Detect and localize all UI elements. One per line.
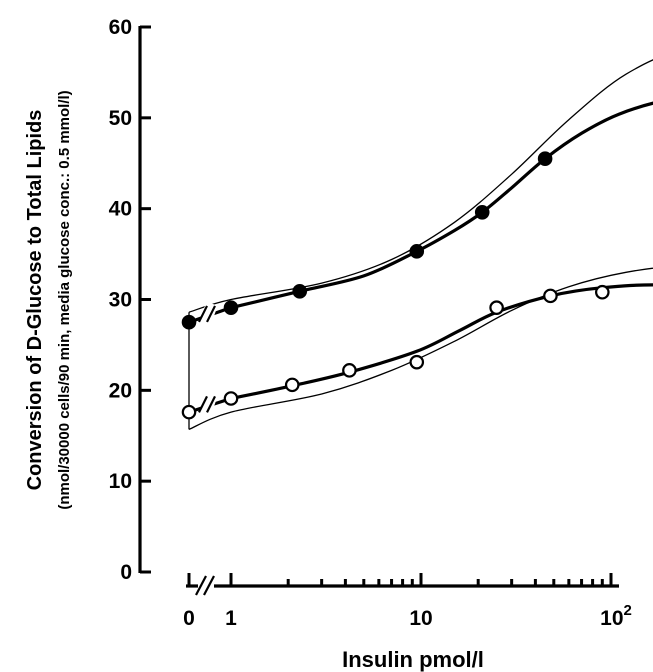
y-tick-label: 0 [120,561,132,584]
axis-labels: Insulin pmol/l Conversion of D-Glucose t… [24,90,484,672]
data-point-open [342,363,357,378]
x-tick-label: 0 [183,607,195,630]
y-tick-label: 60 [109,16,132,39]
x-axis-title: Insulin pmol/l [342,647,484,672]
y-tick-label: 50 [109,107,132,130]
data-point-open [284,377,300,393]
fit-curve [229,283,653,401]
y-tick-label: 10 [109,470,132,493]
band-upper-edge [188,59,653,313]
curve-break-mark [206,395,216,413]
x-axis-break-mark [203,575,215,596]
data-point-open [595,284,610,300]
confidence-band [188,59,653,431]
y-tick-label: 40 [109,198,132,221]
x-axis-break-mark [195,575,207,596]
x-tick-label: 102 [600,602,632,630]
data-point-filled [474,205,490,220]
curve-break-mark [198,305,208,323]
curve-break-mark [198,395,208,413]
y-axis-subtitle: (nmol/30000 cells/90 min, media glucose … [56,90,73,509]
y-tick-label: 30 [109,289,132,312]
axes: 01020304050600110102103 [109,16,632,630]
data-point-filled [292,284,308,299]
data-point-open [181,404,197,420]
data-point-open [543,288,558,304]
curve-break-mark [206,305,216,323]
fit-curve [229,101,653,310]
data-point-filled [409,244,425,259]
band-lower-edge [188,267,653,431]
data-point-filled [181,314,197,330]
data-point-open [223,391,239,406]
fit-curves [187,101,653,417]
data-point-open [409,354,425,370]
y-axis-title: Conversion of D-Glucose to Total Lipids [24,110,46,491]
data-point-filled [223,300,239,315]
data-point-filled [537,151,553,167]
data-point-open [489,300,504,315]
y-tick-label: 20 [109,379,132,402]
data-points [181,151,610,420]
x-tick-label: 10 [409,607,432,630]
x-tick-label: 1 [225,607,237,630]
